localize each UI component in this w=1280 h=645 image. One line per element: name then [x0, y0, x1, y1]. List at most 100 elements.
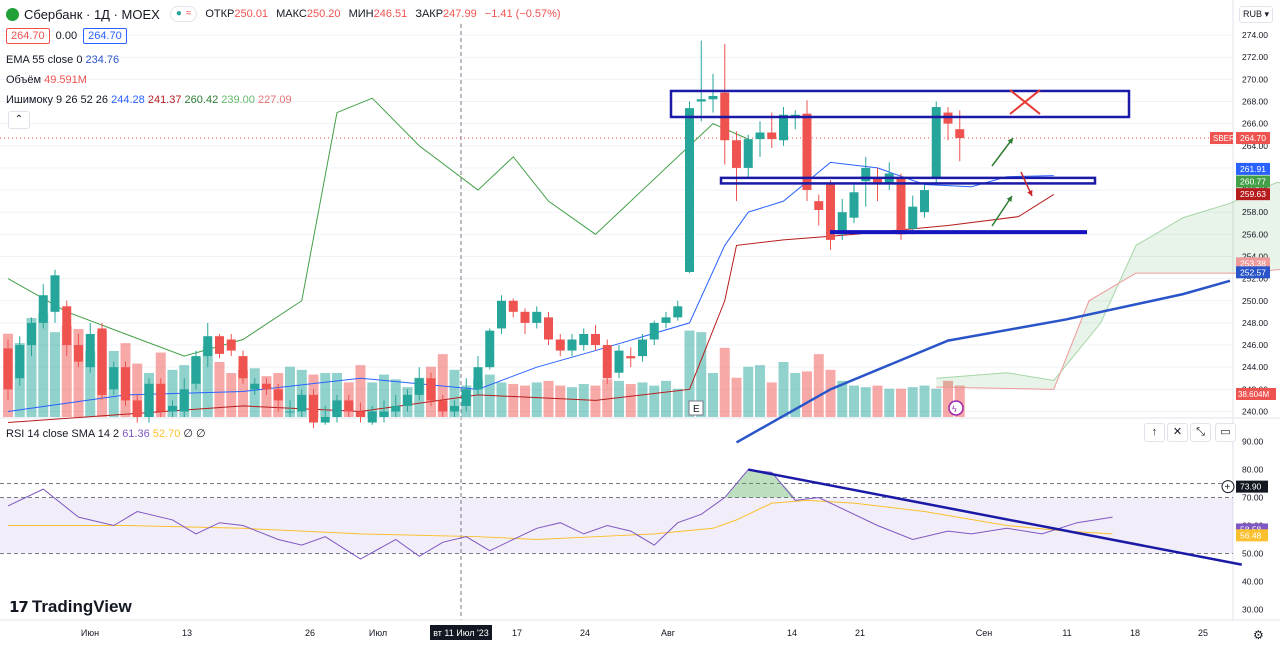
- price-buttons: 264.70 0.00 264.70: [6, 28, 127, 44]
- symbol-title[interactable]: Сбербанк · 1Д · MOEX: [24, 6, 160, 22]
- candle-body: [685, 108, 694, 272]
- rsi-line: [7, 469, 1113, 560]
- collapse-pane-button[interactable]: ⤡: [1190, 423, 1211, 442]
- candle-body: [238, 356, 248, 379]
- volume-bar: [778, 362, 789, 417]
- volume-bar: [790, 373, 801, 417]
- price-tick-label: 264.00: [1242, 141, 1268, 151]
- volume-bar: [285, 366, 295, 417]
- volume-bar: [684, 330, 695, 417]
- volume-bar: [625, 384, 636, 417]
- collapse-legend-button[interactable]: ⌃: [8, 111, 30, 129]
- earnings-marker: [688, 400, 704, 416]
- cross-mark: [1009, 89, 1041, 115]
- volume-legend[interactable]: Объём 49.591M: [6, 74, 87, 86]
- price-tick-label: 256.00: [1242, 229, 1268, 239]
- time-tick-label: 21: [855, 628, 865, 638]
- arrow-up-green-head: [1007, 138, 1013, 144]
- settings-gear-icon: ⚙: [1253, 628, 1264, 642]
- volume-bar: [73, 329, 84, 417]
- volume-bar: [38, 313, 49, 417]
- rsi-band: [0, 497, 1233, 554]
- volume-bar: [731, 377, 742, 417]
- candle-body: [285, 411, 295, 413]
- rsi-tick-label: 40.00: [1242, 576, 1264, 586]
- chevron-down-icon: ▾: [1264, 9, 1270, 19]
- time-tick-label: 17: [512, 628, 522, 638]
- ichimoku-cloud: [936, 182, 1280, 390]
- price-label-bg: [1236, 132, 1270, 145]
- rsi-legend[interactable]: RSI 14 close SMA 14 2 61.36 52.70 ∅ ∅: [6, 427, 206, 440]
- rsi-v4: ∅: [196, 428, 206, 440]
- price-tick-label: 272.00: [1242, 52, 1268, 62]
- candle-body: [708, 95, 718, 100]
- tradingview-logo[interactable]: 𝟭𝟳 TradingView: [9, 597, 132, 617]
- sell-button[interactable]: 264.70: [6, 28, 50, 44]
- price-label: 253.38: [1240, 258, 1266, 268]
- time-tick-label: 18: [1130, 628, 1140, 638]
- price-label: 259.63: [1240, 189, 1266, 199]
- price-label: 260.77: [1240, 177, 1266, 187]
- tradingview-mark-icon: 𝟭𝟳: [9, 599, 29, 616]
- candle-body: [144, 383, 154, 417]
- buy-button[interactable]: 264.70: [83, 28, 127, 44]
- candle-body: [356, 411, 365, 417]
- volume-bar: [919, 385, 930, 417]
- volume-bar: [672, 388, 683, 417]
- volume-bar: [449, 369, 460, 417]
- candle-body: [567, 339, 577, 351]
- volume-bar: [614, 380, 624, 417]
- tradingview-brand: TradingView: [31, 597, 132, 616]
- volume-bar: [367, 382, 378, 417]
- ichimoku-legend[interactable]: Ишимоку 9 26 52 26 244.28 241.37 260.42 …: [6, 94, 292, 106]
- rsi-label-bg: [1236, 529, 1268, 542]
- volume-bar: [896, 388, 906, 417]
- volume-bar: [602, 379, 613, 417]
- candle-body: [732, 140, 741, 168]
- time-tick-label: 13: [182, 628, 192, 638]
- volume-value: 49.591M: [44, 74, 87, 86]
- arrow-up-green-head: [1006, 196, 1012, 202]
- candle-body: [226, 339, 236, 351]
- currency-selector[interactable]: RUB ▾: [1239, 6, 1274, 23]
- candle-body: [661, 317, 671, 323]
- price-tick-label: 252.00: [1242, 274, 1268, 284]
- candle-body: [121, 367, 130, 401]
- candle-body: [743, 139, 753, 168]
- price-tick-label: 258.00: [1242, 207, 1268, 217]
- volume-bar: [85, 351, 96, 417]
- price-tick-label: 270.00: [1242, 74, 1268, 84]
- lightning-glyph: ϟ: [952, 404, 957, 414]
- maximize-pane-button[interactable]: ▭: [1215, 423, 1236, 442]
- candle-body: [297, 394, 307, 412]
- close-label: ЗАКР: [415, 8, 444, 20]
- candle-body: [426, 378, 436, 401]
- high-label: МАКС: [276, 8, 307, 20]
- move-pane-up-button[interactable]: ↑: [1144, 423, 1165, 442]
- support-box: [719, 176, 1097, 185]
- candle-body: [555, 339, 565, 351]
- price-tick-label: 244.00: [1242, 362, 1268, 372]
- candle-body: [626, 356, 636, 359]
- price-tick-label: 248.00: [1242, 318, 1268, 328]
- volume-bar: [214, 362, 225, 417]
- price-label-bg: [1236, 175, 1270, 188]
- market-status-pill[interactable]: ● ≈: [169, 6, 198, 22]
- ema-legend[interactable]: EMA 55 close 0 234.76: [6, 54, 119, 66]
- close-pane-button[interactable]: ✕: [1167, 423, 1188, 442]
- volume-bar: [860, 387, 871, 417]
- volume-bar: [531, 382, 542, 417]
- high-value: 250.20: [306, 8, 341, 20]
- candle-body: [250, 383, 260, 390]
- change-value: −1.41 (−0.57%): [484, 8, 561, 20]
- volume-bar: [50, 332, 60, 417]
- volume-bar: [567, 387, 577, 417]
- volume-bar: [496, 382, 507, 417]
- sber-logo-icon: [6, 7, 19, 21]
- candle-body: [74, 345, 83, 362]
- volume-bar: [766, 382, 777, 417]
- candle-body: [262, 383, 271, 390]
- earnings-marker-label: E: [693, 404, 700, 415]
- chart-header: Сбербанк · 1Д · MOEX ● ≈ ОТКР250.01 МАКС2…: [6, 5, 566, 23]
